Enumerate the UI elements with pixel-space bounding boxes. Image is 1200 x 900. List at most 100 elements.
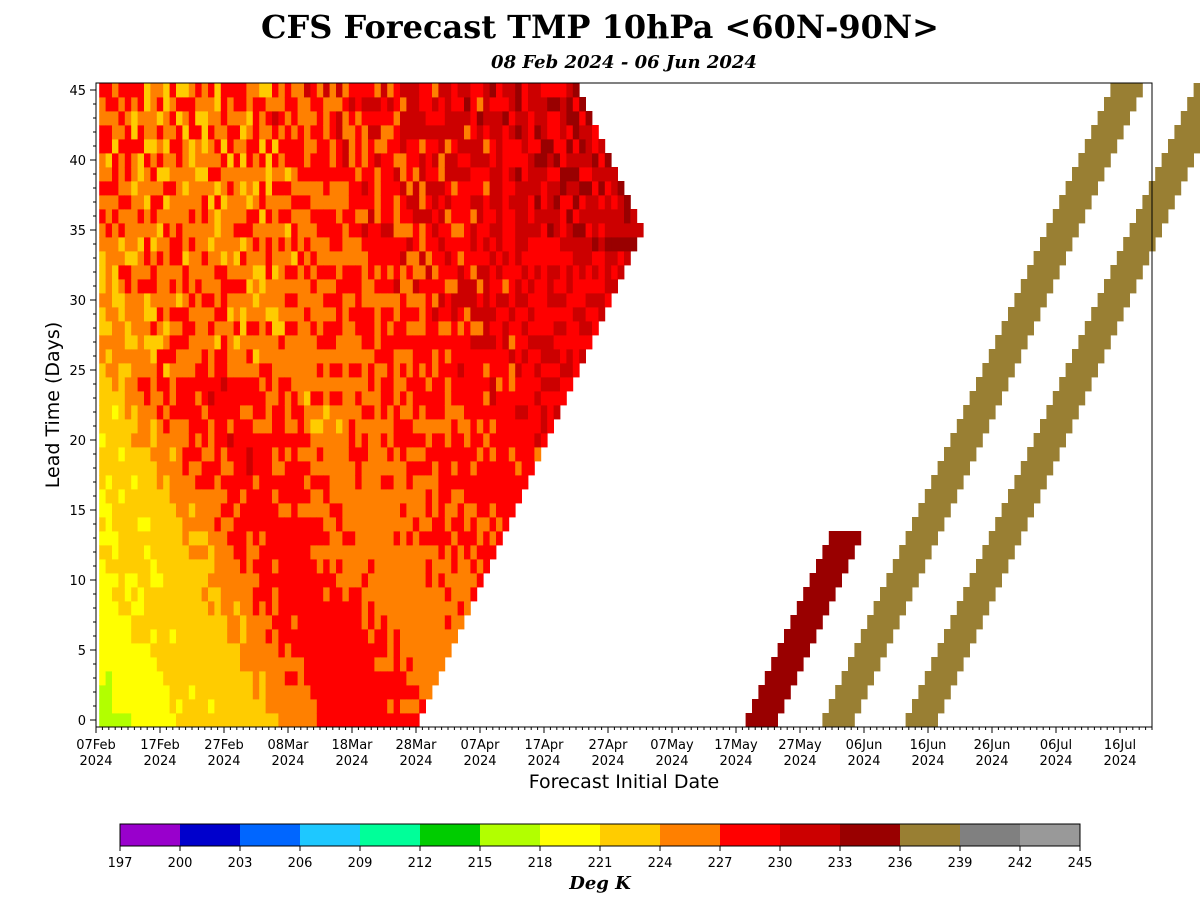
heatmap-cell (380, 713, 388, 728)
heatmap-cell (156, 237, 164, 252)
heatmap-cell (208, 279, 215, 294)
heatmap-cell (150, 559, 158, 574)
heatmap-cell (176, 615, 183, 630)
heatmap-cell (188, 223, 196, 238)
heatmap-cell (438, 209, 446, 224)
heatmap-cell (259, 251, 266, 266)
heatmap-cell (99, 307, 106, 322)
heatmap-cell (233, 111, 241, 126)
heatmap-cell (182, 195, 190, 210)
heatmap-band-cell (1008, 489, 1041, 504)
heatmap-cell (278, 139, 286, 154)
heatmap-cell (99, 83, 106, 98)
heatmap-cell (291, 391, 298, 406)
heatmap-cell (336, 713, 343, 728)
heatmap-cell (150, 405, 158, 420)
heatmap-cell (284, 643, 292, 658)
heatmap-cell (208, 251, 215, 266)
heatmap-cell (464, 573, 471, 588)
heatmap-cell (201, 601, 209, 616)
heatmap-cell (355, 279, 362, 294)
heatmap-cell (432, 167, 439, 182)
heatmap-cell (169, 447, 177, 462)
heatmap-cell (156, 629, 164, 644)
heatmap-cell (425, 195, 433, 210)
heatmap-cell (470, 573, 478, 588)
heatmap-cell (208, 573, 215, 588)
heatmap-cell (124, 685, 132, 700)
heatmap-cell (438, 111, 446, 126)
heatmap-cell (99, 657, 106, 672)
heatmap-cell (163, 321, 170, 336)
heatmap-cell (336, 601, 343, 616)
heatmap-cell (310, 167, 318, 182)
heatmap-cell (387, 643, 394, 658)
heatmap-cell (265, 643, 273, 658)
heatmap-cell (272, 363, 279, 378)
heatmap-cell (169, 195, 177, 210)
heatmap-cell (348, 517, 356, 532)
heatmap-cell (457, 405, 465, 420)
heatmap-cell (387, 293, 394, 308)
heatmap-cell (182, 139, 190, 154)
heatmap-cell (528, 195, 535, 210)
heatmap-cell (169, 475, 177, 490)
heatmap-cell (560, 181, 567, 196)
heatmap-cell (252, 209, 260, 224)
heatmap-cell (400, 97, 407, 112)
heatmap-cell (316, 517, 324, 532)
heatmap-cell (393, 671, 401, 686)
heatmap-cell (144, 419, 151, 434)
heatmap-cell (163, 125, 170, 140)
heatmap-cell (483, 97, 490, 112)
heatmap-cell (425, 559, 433, 574)
heatmap-cell (476, 475, 484, 490)
heatmap-cell (163, 307, 170, 322)
heatmap-cell (508, 321, 516, 336)
heatmap-band-cell (1072, 349, 1105, 364)
heatmap-cell (496, 503, 503, 518)
heatmap-cell (406, 251, 414, 266)
heatmap-cell (310, 545, 318, 560)
heatmap-cell (124, 643, 132, 658)
heatmap-cell (451, 587, 458, 602)
heatmap-cell (444, 559, 452, 574)
heatmap-cell (515, 181, 522, 196)
heatmap-cell (156, 601, 164, 616)
heatmap-cell (259, 615, 266, 630)
heatmap-cell (188, 517, 196, 532)
heatmap-cell (208, 657, 215, 672)
heatmap-cell (105, 629, 113, 644)
heatmap-cell (131, 223, 138, 238)
heatmap-cell (444, 223, 452, 238)
heatmap-cell (412, 125, 420, 140)
heatmap-cell (316, 181, 324, 196)
heatmap-cell (195, 97, 202, 112)
heatmap-cell (240, 237, 247, 252)
heatmap-cell (99, 601, 106, 616)
heatmap-cell (240, 195, 247, 210)
heatmap-cell (361, 349, 369, 364)
heatmap-cell (406, 545, 414, 560)
heatmap-cell (131, 153, 138, 168)
heatmap-cell (176, 447, 183, 462)
heatmap-cell (406, 531, 414, 546)
heatmap-cell (553, 237, 561, 252)
heatmap-cell (272, 503, 279, 518)
heatmap-band-cell (988, 349, 1022, 364)
heatmap-cell (342, 153, 350, 168)
heatmap-cell (169, 125, 177, 140)
heatmap-cell (368, 279, 375, 294)
heatmap-cell (368, 363, 375, 378)
heatmap-cell (297, 335, 305, 350)
heatmap-cell (528, 209, 535, 224)
heatmap-cell (348, 643, 356, 658)
heatmap-cell (528, 419, 535, 434)
heatmap-cell (425, 335, 433, 350)
heatmap-cell (169, 321, 177, 336)
heatmap-cell (348, 489, 356, 504)
heatmap-cell (483, 405, 490, 420)
heatmap-cell (374, 559, 382, 574)
heatmap-cell (233, 615, 241, 630)
heatmap-cell (566, 195, 574, 210)
